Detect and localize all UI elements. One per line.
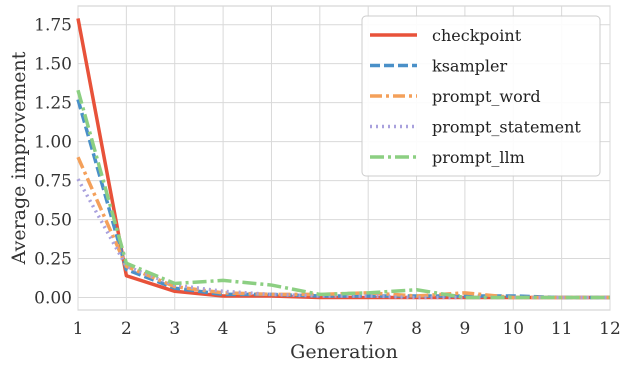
legend-label: prompt_llm — [432, 148, 525, 167]
x-tick-label: 2 — [121, 319, 132, 339]
x-tick-label: 11 — [551, 319, 573, 339]
y-tick-label: 0.75 — [34, 172, 72, 192]
y-tick-label: 0.50 — [34, 211, 72, 231]
legend: checkpoint ksampler prompt_word prompt_stat… — [361, 15, 601, 177]
x-tick-label: 6 — [314, 319, 325, 339]
legend-label: prompt_word — [432, 87, 541, 106]
y-tick-label: 0.25 — [34, 250, 72, 270]
y-axis-ticks: 0.00 0.25 0.50 0.75 1.00 1.25 1.50 1.75 — [34, 16, 72, 309]
legend-label: prompt_statement — [432, 118, 581, 137]
legend-label: checkpoint — [432, 26, 522, 45]
y-tick-label: 1.00 — [34, 133, 72, 153]
x-axis-label: Generation — [290, 341, 398, 363]
y-axis-label: Average improvement — [8, 51, 30, 265]
x-tick-label: 7 — [363, 319, 374, 339]
x-tick-label: 5 — [266, 319, 277, 339]
series-line-prompt-word — [76, 156, 610, 300]
x-tick-label: 4 — [218, 319, 229, 339]
legend-box — [361, 15, 601, 177]
y-tick-label: 1.50 — [34, 55, 72, 75]
x-tick-label: 3 — [169, 319, 180, 339]
legend-label: ksampler — [432, 57, 507, 76]
y-tick-label: 0.00 — [34, 289, 72, 309]
series-line-prompt-llm — [76, 89, 610, 300]
x-tick-label: 10 — [502, 319, 524, 339]
y-tick-label: 1.75 — [34, 16, 72, 36]
x-axis-ticks: 1 2 3 4 5 6 7 8 9 10 11 12 — [73, 319, 621, 339]
x-tick-label: 1 — [73, 319, 84, 339]
x-tick-label: 12 — [599, 319, 621, 339]
x-tick-label: 9 — [459, 319, 470, 339]
x-tick-label: 8 — [411, 319, 422, 339]
series-lines — [76, 18, 610, 300]
y-tick-label: 1.25 — [34, 94, 72, 114]
